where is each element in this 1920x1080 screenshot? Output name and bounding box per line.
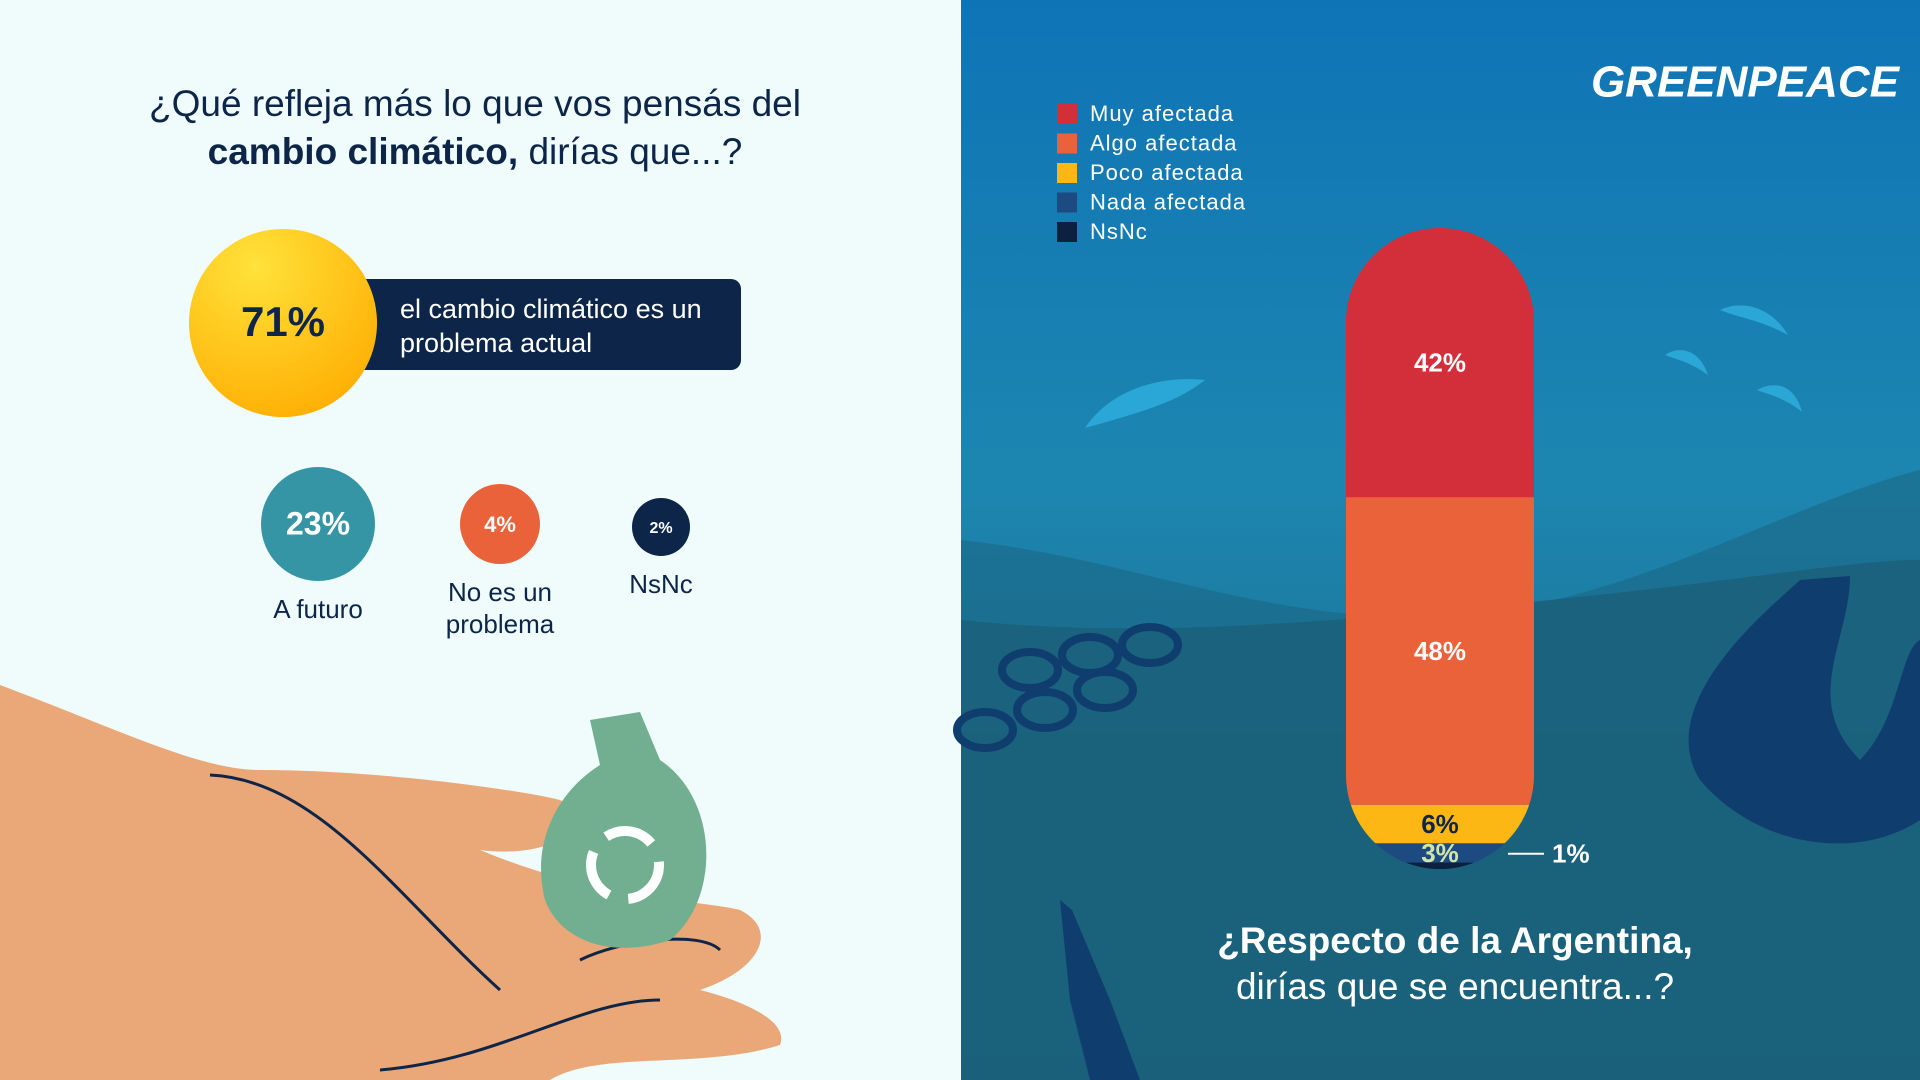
- legend-label: Poco afectada: [1090, 160, 1244, 185]
- plastic-bag: [1688, 576, 1920, 844]
- legend-swatch: [1057, 192, 1077, 213]
- rings: [953, 623, 1182, 752]
- label-box: [350, 279, 741, 370]
- value-label: 48%: [1414, 636, 1466, 666]
- segment: [1346, 804, 1534, 844]
- legend-label: Muy afectada: [1090, 101, 1234, 126]
- bubble: [189, 229, 377, 417]
- segment: [1346, 228, 1534, 498]
- value-label: 2%: [649, 520, 672, 537]
- legend-swatch: [1057, 222, 1077, 242]
- legend-swatch: [1057, 104, 1077, 124]
- value-label: 42%: [1414, 347, 1466, 377]
- value-label: 23%: [286, 505, 350, 541]
- chart-title: dirías que se encuentra...?: [1236, 966, 1674, 1007]
- birds: [1085, 305, 1802, 428]
- title-part: dirías que...?: [528, 131, 743, 172]
- category-label: No es un problema: [445, 577, 555, 639]
- segment: [1346, 862, 1534, 869]
- value-label: 71%: [241, 298, 325, 345]
- title-part: ¿Qué refleja más lo que vos pensás del: [149, 83, 801, 124]
- legend-label: Nada afectada: [1090, 189, 1246, 214]
- value-label: 4%: [484, 512, 516, 537]
- value-label: 3%: [1421, 838, 1459, 868]
- category-label: NsNc: [629, 569, 693, 599]
- category-label: el cambio climático es un problema actua…: [400, 294, 702, 358]
- category-label: A futuro: [273, 594, 363, 624]
- bubble: [261, 467, 375, 581]
- hand: [0, 685, 782, 1080]
- chart-title: ¿Respecto de la Argentina,: [1217, 920, 1693, 961]
- value-label: 6%: [1421, 809, 1459, 839]
- legend-swatch: [1057, 133, 1077, 154]
- recycle-bag: [541, 712, 707, 948]
- segment: [1346, 497, 1534, 805]
- bubble: [632, 498, 690, 556]
- legend-swatch: [1057, 163, 1077, 183]
- legend-label: NsNc: [1090, 219, 1148, 244]
- legend-label: Algo afectada: [1090, 130, 1238, 155]
- bubble: [460, 484, 540, 564]
- value-label: 1%: [1552, 839, 1590, 869]
- bottle: [1060, 900, 1140, 1080]
- chart-title: ¿Qué refleja más lo que vos pensás del ca…: [60, 80, 890, 176]
- logo: GREENPEACE: [1591, 58, 1901, 107]
- title-part: cambio climático,: [207, 131, 519, 172]
- stacked-bar: [1346, 228, 1534, 869]
